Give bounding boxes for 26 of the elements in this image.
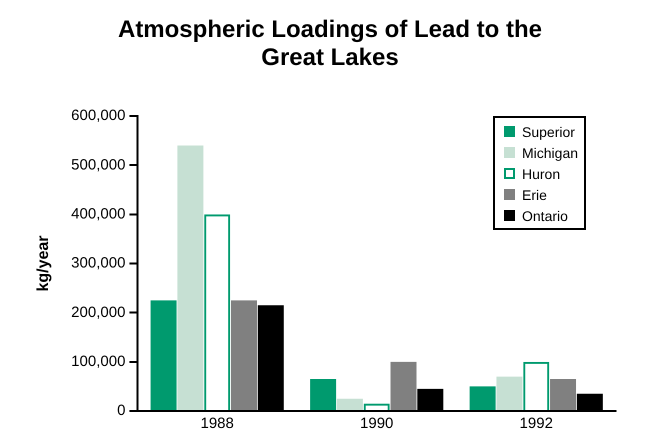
legend-label: Michigan <box>522 144 578 160</box>
y-tick-label: 500,000 <box>71 156 126 174</box>
x-tick-label: 1992 <box>520 415 553 432</box>
legend-label: Huron <box>522 166 560 182</box>
bar <box>390 362 417 410</box>
bar <box>177 146 204 410</box>
y-tick-label: 300,000 <box>71 254 126 272</box>
bar <box>336 398 363 410</box>
chart-title: Atmospheric Loadings of Lead to the Great Lakes <box>116 16 544 72</box>
bar <box>230 300 257 410</box>
legend-label: Ontario <box>522 208 568 224</box>
bar <box>310 379 336 410</box>
y-tick-label: 400,000 <box>71 205 126 222</box>
x-tick-label: 1988 <box>200 415 234 432</box>
y-tick-label: 600,000 <box>71 107 126 124</box>
legend-label: Superior <box>522 124 575 140</box>
y-tick-label: 0 <box>117 402 126 420</box>
bar <box>470 386 496 410</box>
bar <box>150 300 177 410</box>
y-axis-title: kg/year <box>35 235 52 292</box>
y-tick-label: 100,000 <box>71 352 126 370</box>
bar <box>550 379 576 410</box>
legend-label: Erie <box>522 186 547 202</box>
x-tick-label: 1990 <box>360 415 394 432</box>
y-tick-label: 200,000 <box>71 304 126 321</box>
bar <box>496 376 522 410</box>
